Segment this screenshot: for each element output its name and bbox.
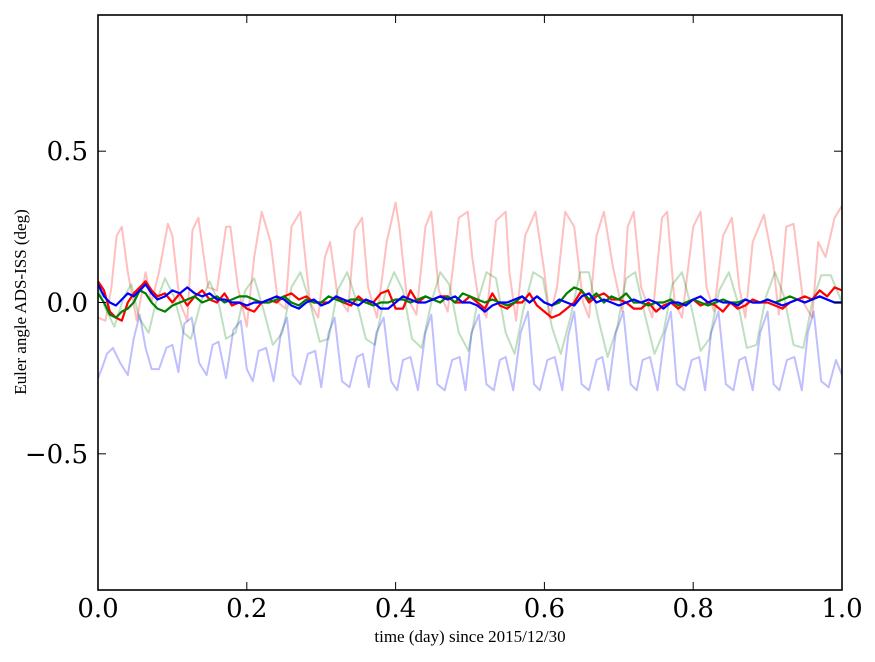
x-tick-label: 0.4	[375, 594, 416, 624]
x-tick-label: 0.8	[673, 594, 714, 624]
x-axis-label: time (day) since 2015/12/30	[374, 627, 565, 646]
x-tick-label: 0.6	[524, 594, 565, 624]
y-tick-label: 0.0	[47, 289, 88, 319]
y-tick-label: 0.5	[47, 137, 88, 167]
series-line-1	[98, 271, 842, 358]
x-tick-label: 0.2	[226, 594, 267, 624]
x-tick-label: 1.0	[821, 594, 862, 624]
series-line-5	[98, 283, 842, 313]
y-tick-label: −0.5	[25, 440, 88, 470]
tick-layer: 0.0 0.2 0.4 0.6 0.8 1.0 −0.5 0.0 0.5	[25, 15, 863, 624]
series-line-0	[98, 201, 842, 328]
y-axis-label: Euler angle ADS-ISS (deg)	[11, 209, 30, 395]
series-line-4	[98, 286, 842, 319]
x-tick-label: 0.0	[77, 594, 118, 624]
series-line-2	[98, 310, 842, 392]
series-layer	[98, 201, 842, 392]
